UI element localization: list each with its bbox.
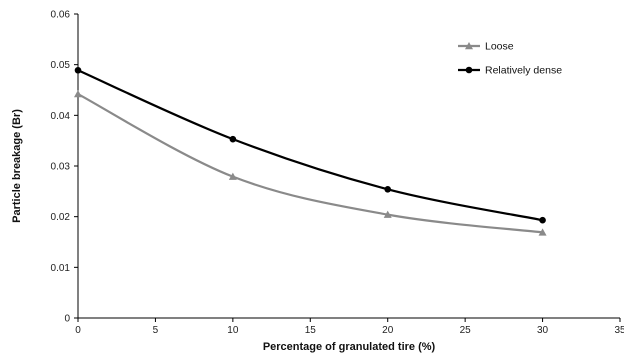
- data-point-relatively-dense: [539, 216, 546, 224]
- series-line-relatively-dense: [77, 69, 543, 222]
- legend: Loose Relatively dense: [458, 41, 562, 77]
- x-tick-label: 15: [305, 325, 317, 336]
- x-ticks: 0 5 10 15 20 25 30 35: [75, 318, 624, 336]
- y-tick-label: 0.03: [51, 162, 71, 173]
- y-tick-label: 0.01: [51, 263, 71, 274]
- x-tick-label: 30: [537, 325, 549, 336]
- x-tick-label: 20: [382, 325, 394, 336]
- data-point-loose: [228, 172, 237, 180]
- legend-marker-loose: [465, 42, 473, 50]
- data-point-loose: [74, 90, 82, 98]
- y-tick-label: 0.05: [51, 60, 71, 71]
- x-tick-label: 5: [153, 325, 159, 336]
- data-point-loose: [538, 228, 547, 236]
- x-axis-title: Percentage of granulated tire (%): [263, 341, 436, 353]
- y-axis-title: Particle breakage (Br): [11, 109, 23, 223]
- data-point-relatively-dense: [74, 66, 82, 74]
- data-point-relatively-dense: [229, 135, 237, 143]
- axes: [77, 14, 620, 319]
- y-tick-label: 0: [64, 314, 70, 325]
- y-tick-label: 0.02: [51, 212, 71, 223]
- legend-marker-relatively-dense: [465, 66, 473, 74]
- y-tick-label: 0.04: [51, 111, 71, 122]
- series-line-loose: [77, 93, 543, 234]
- data-point-loose: [383, 210, 392, 218]
- data-point-relatively-dense: [384, 186, 392, 193]
- y-ticks: 0 0.01 0.02 0.03 0.04 0.05 0.06: [51, 10, 78, 325]
- legend-label-relatively-dense: Relatively dense: [485, 65, 562, 77]
- series-layer: [74, 66, 547, 236]
- x-tick-label: 10: [227, 325, 239, 336]
- y-tick-label: 0.06: [51, 10, 71, 21]
- legend-label-loose: Loose: [485, 41, 514, 53]
- x-tick-label: 25: [460, 325, 472, 336]
- x-tick-label: 35: [614, 325, 624, 336]
- x-tick-label: 0: [75, 325, 81, 336]
